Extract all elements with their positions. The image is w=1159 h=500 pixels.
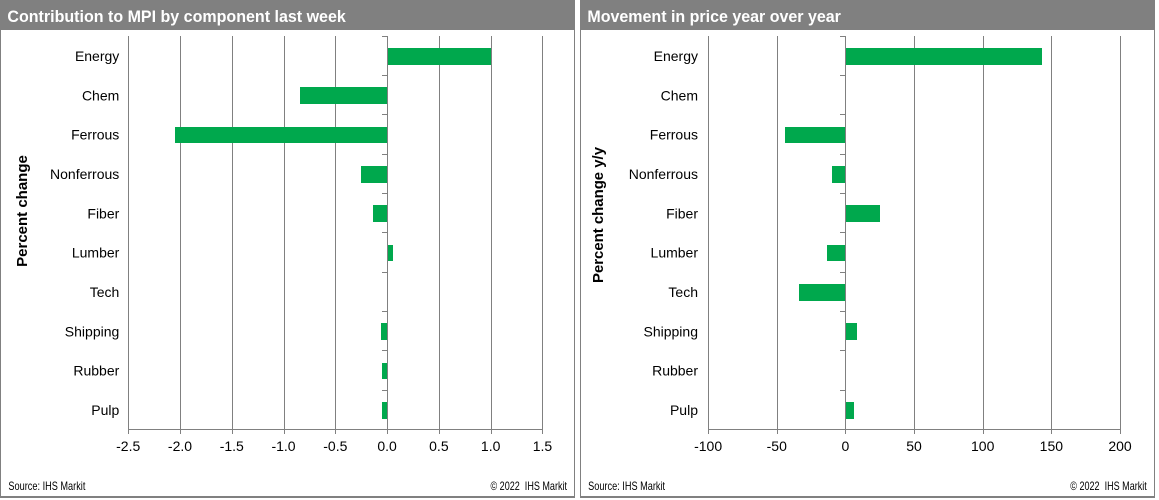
svg-text:Lumber: Lumber (651, 245, 699, 261)
svg-text:© 2022 IHS Markit: © 2022 IHS Markit (491, 479, 568, 493)
svg-text:150: 150 (1040, 438, 1064, 454)
svg-text:-1.0: -1.0 (271, 438, 295, 454)
svg-text:200: 200 (1108, 438, 1132, 454)
svg-text:Chem: Chem (661, 87, 698, 103)
svg-text:Pulp: Pulp (91, 402, 119, 418)
svg-text:Ferrous: Ferrous (71, 127, 119, 143)
svg-text:-50: -50 (767, 438, 787, 454)
svg-text:Contribution to MPI by compone: Contribution to MPI by component last we… (7, 7, 346, 26)
svg-text:Shipping: Shipping (644, 323, 699, 339)
svg-text:Energy: Energy (75, 48, 119, 64)
svg-text:-100: -100 (694, 438, 722, 454)
svg-text:Tech: Tech (90, 284, 120, 300)
svg-text:Rubber: Rubber (652, 363, 698, 379)
svg-text:Source: IHS Markit: Source: IHS Markit (588, 479, 666, 493)
svg-text:50: 50 (906, 438, 922, 454)
svg-text:Fiber: Fiber (87, 205, 119, 221)
svg-text:1.0: 1.0 (481, 438, 501, 454)
svg-text:Energy: Energy (654, 48, 698, 64)
svg-text:Shipping: Shipping (65, 323, 120, 339)
svg-text:Percent change y/y: Percent change y/y (590, 146, 607, 283)
svg-text:© 2022 IHS Markit: © 2022 IHS Markit (1070, 479, 1147, 493)
svg-text:0: 0 (842, 438, 850, 454)
svg-text:Nonferrous: Nonferrous (629, 166, 698, 182)
svg-text:Nonferrous: Nonferrous (50, 166, 119, 182)
svg-text:Lumber: Lumber (72, 245, 120, 261)
svg-text:Percent change: Percent change (14, 155, 31, 267)
svg-text:100: 100 (971, 438, 995, 454)
svg-text:Ferrous: Ferrous (650, 127, 698, 143)
svg-text:Tech: Tech (668, 284, 698, 300)
svg-text:Rubber: Rubber (73, 363, 119, 379)
svg-text:1.5: 1.5 (533, 438, 553, 454)
svg-text:-1.5: -1.5 (220, 438, 244, 454)
svg-text:Source: IHS Markit: Source: IHS Markit (8, 479, 86, 493)
svg-text:Movement in price year over ye: Movement in price year over year (587, 7, 841, 26)
svg-text:0.0: 0.0 (377, 438, 397, 454)
svg-text:Chem: Chem (82, 87, 119, 103)
svg-text:Fiber: Fiber (666, 205, 698, 221)
svg-text:-2.5: -2.5 (116, 438, 140, 454)
svg-text:-2.0: -2.0 (168, 438, 192, 454)
svg-text:-0.5: -0.5 (323, 438, 347, 454)
svg-text:0.5: 0.5 (429, 438, 449, 454)
svg-text:Pulp: Pulp (670, 402, 698, 418)
